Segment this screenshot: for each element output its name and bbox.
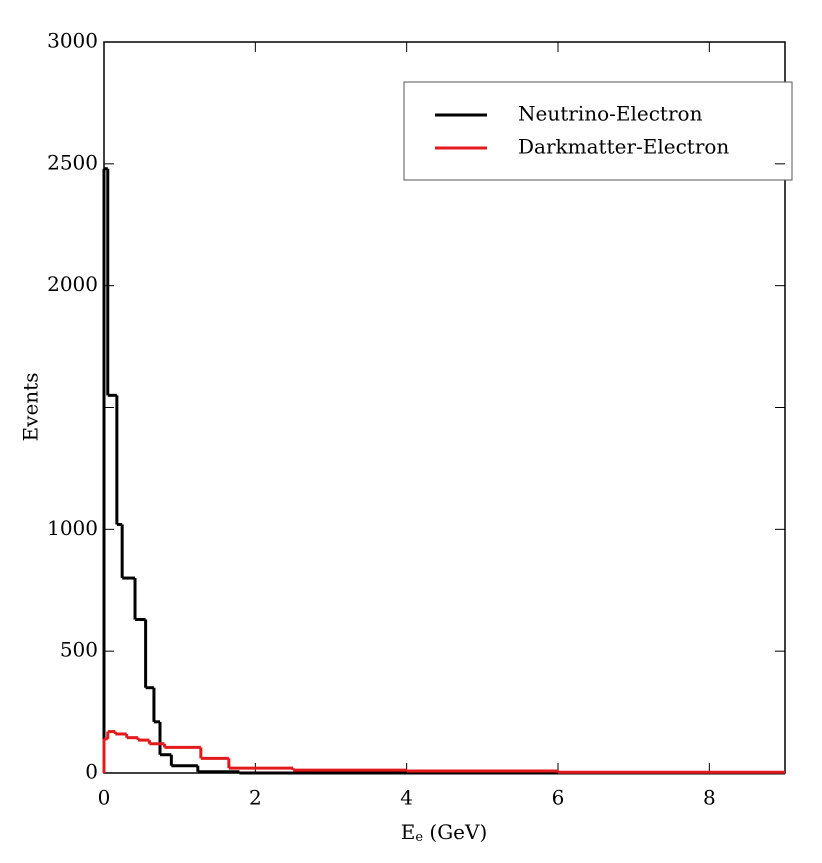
y-tick-label: 2500 [47, 150, 98, 174]
legend-label: Neutrino-Electron [518, 102, 703, 126]
x-tick-label: 4 [400, 786, 413, 810]
x-tick-label: 6 [552, 786, 565, 810]
x-label-main: E [401, 820, 416, 844]
x-axis-label: Ee (GeV) [401, 820, 488, 845]
x-tick-label: 8 [703, 786, 716, 810]
y-tick-label: 1000 [47, 516, 98, 540]
legend-label: Darkmatter-Electron [518, 135, 729, 159]
x-tick-label: 2 [249, 786, 262, 810]
legend-box [403, 81, 793, 181]
x-tick-label: 0 [98, 786, 111, 810]
y-tick-label: 500 [60, 638, 98, 662]
x-label-unit: (GeV) [423, 820, 487, 844]
x-label-sub: e [415, 830, 423, 845]
y-axis-label: Events [19, 373, 43, 442]
y-tick-label: 0 [85, 760, 98, 784]
y-tick-label: 2000 [47, 272, 98, 296]
y-tick-label: 3000 [47, 29, 98, 53]
